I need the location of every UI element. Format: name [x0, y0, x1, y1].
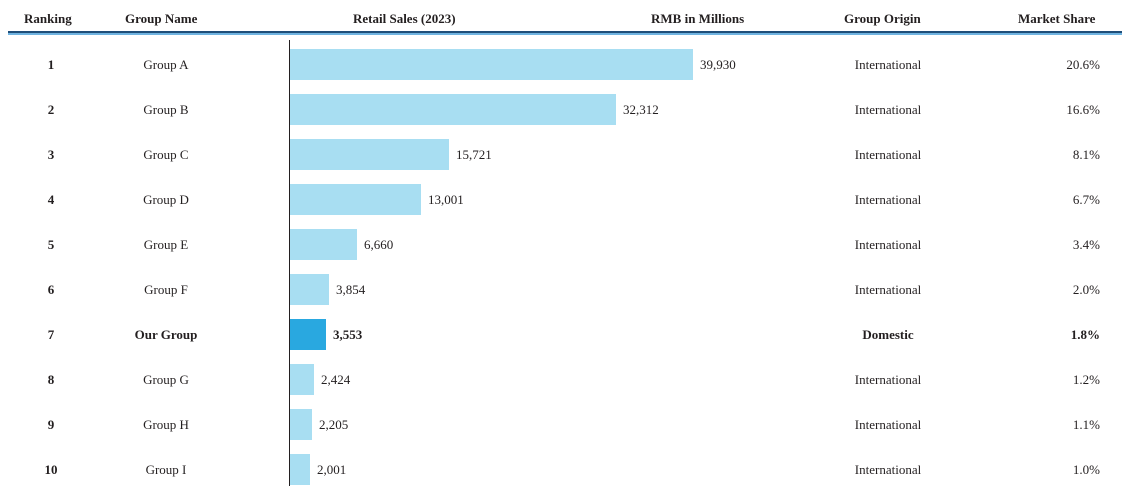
group-name-cell: Group F — [144, 282, 188, 297]
sales-value-label: 2,001 — [317, 462, 347, 477]
table-row: 1 Group A 39,930 International 20.6% — [0, 42, 1123, 87]
market-share-cell: 20.6% — [1066, 57, 1100, 72]
group-origin-cell: International — [854, 417, 922, 432]
ranking-cell: 9 — [47, 417, 55, 432]
group-name-cell: Group A — [143, 57, 189, 72]
table-row: 2 Group B 32,312 International 16.6% — [0, 87, 1123, 132]
group-name-cell: Group I — [145, 462, 187, 477]
sales-value-label: 2,424 — [321, 372, 351, 387]
sales-bar — [290, 319, 326, 350]
market-share-cell: 16.6% — [1066, 102, 1100, 117]
sales-value-label: 39,930 — [700, 57, 736, 72]
sales-bar — [290, 94, 616, 125]
table-row: 9 Group H 2,205 International 1.1% — [0, 402, 1123, 447]
group-origin-cell: International — [854, 192, 922, 207]
ranking-cell: 1 — [47, 57, 55, 72]
ranking-cell: 6 — [47, 282, 55, 297]
table-row: 10 Group I 2,001 International 1.0% — [0, 447, 1123, 492]
group-name-cell: Group C — [143, 147, 189, 162]
sales-bar — [290, 184, 421, 215]
group-name-cell: Group E — [143, 237, 189, 252]
market-share-cell: 1.0% — [1072, 462, 1100, 477]
sales-bar — [290, 454, 310, 485]
group-name-cell: Group B — [143, 102, 189, 117]
table-row: 4 Group D 13,001 International 6.7% — [0, 177, 1123, 222]
group-origin-cell: International — [854, 372, 922, 387]
chart-axis-line — [289, 40, 290, 486]
group-origin-cell: International — [854, 282, 922, 297]
header-unit: RMB in Millions — [651, 11, 745, 26]
sales-bar — [290, 49, 693, 80]
group-origin-cell: International — [854, 102, 922, 117]
table-row: 8 Group G 2,424 International 1.2% — [0, 357, 1123, 402]
ranking-cell: 7 — [47, 327, 55, 342]
sales-value-label: 32,312 — [623, 102, 659, 117]
market-share-cell: 2.0% — [1072, 282, 1100, 297]
header-rule-dark — [8, 31, 1122, 33]
header-rule-light — [8, 33, 1122, 35]
group-name-cell: Group H — [143, 417, 189, 432]
ranking-cell: 8 — [47, 372, 55, 387]
group-origin-cell: International — [854, 57, 922, 72]
header-group-name: Group Name — [125, 11, 198, 26]
table-row: 7 Our Group 3,553 Domestic 1.8% — [0, 312, 1123, 357]
table-row: 5 Group E 6,660 International 3.4% — [0, 222, 1123, 267]
sales-value-label: 6,660 — [364, 237, 394, 252]
sales-value-label: 2,205 — [319, 417, 349, 432]
header-market-share: Market Share — [1018, 11, 1096, 26]
sales-bar — [290, 409, 312, 440]
market-share-cell: 8.1% — [1072, 147, 1100, 162]
group-name-cell: Our Group — [134, 327, 198, 342]
ranking-cell: 4 — [47, 192, 55, 207]
market-share-cell: 3.4% — [1072, 237, 1100, 252]
market-share-cell: 6.7% — [1072, 192, 1100, 207]
market-share-cell: 1.2% — [1072, 372, 1100, 387]
sales-bar — [290, 139, 449, 170]
table-row: 3 Group C 15,721 International 8.1% — [0, 132, 1123, 177]
sales-value-label: 13,001 — [428, 192, 464, 207]
sales-bar — [290, 274, 329, 305]
header-retail-sales: Retail Sales (2023) — [353, 11, 456, 26]
ranking-cell: 3 — [47, 147, 55, 162]
group-origin-cell: International — [854, 147, 922, 162]
table-row: 6 Group F 3,854 International 2.0% — [0, 267, 1123, 312]
market-share-cell: 1.8% — [1070, 327, 1100, 342]
table-header: Ranking Group Name Retail Sales (2023) R… — [0, 0, 1123, 34]
group-origin-cell: International — [854, 462, 922, 477]
group-name-cell: Group G — [143, 372, 189, 387]
sales-bar — [290, 364, 314, 395]
sales-value-label: 3,854 — [336, 282, 366, 297]
group-name-cell: Group D — [143, 192, 189, 207]
ranking-cell: 5 — [47, 237, 55, 252]
group-origin-cell: Domestic — [862, 327, 914, 342]
group-origin-cell: International — [854, 237, 922, 252]
market-share-cell: 1.1% — [1072, 417, 1100, 432]
ranking-cell: 10 — [44, 462, 58, 477]
sales-value-label: 15,721 — [456, 147, 492, 162]
ranking-cell: 2 — [47, 102, 55, 117]
header-ranking: Ranking — [24, 11, 72, 26]
sales-bar — [290, 229, 357, 260]
sales-value-label: 3,553 — [333, 327, 363, 342]
header-group-origin: Group Origin — [844, 11, 921, 26]
